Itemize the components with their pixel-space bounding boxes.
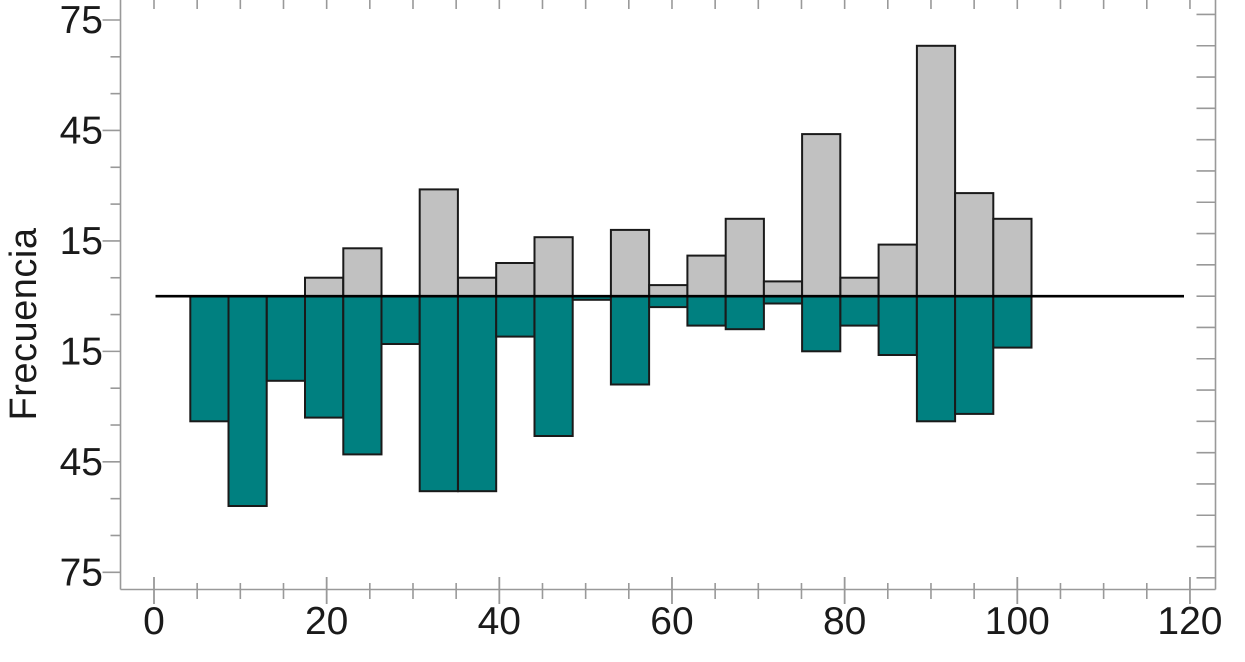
y-tick-label: 15 xyxy=(60,220,103,263)
x-tick-label: 80 xyxy=(823,600,866,643)
upper-bar-15 xyxy=(762,280,804,298)
upper-bar-16 xyxy=(801,133,842,298)
y-tick-label: 45 xyxy=(60,441,103,484)
x-tick-label: 120 xyxy=(1157,600,1222,643)
y-axis-title: Frecuencia xyxy=(3,227,45,421)
lower-bar-21 xyxy=(992,295,1033,349)
upper-bar-11 xyxy=(609,228,651,298)
lower-bar-18 xyxy=(877,295,918,357)
x-tick-label: 100 xyxy=(985,600,1050,643)
lower-bar-16 xyxy=(801,295,842,353)
lower-bar-7 xyxy=(457,295,498,493)
upper-bar-13 xyxy=(686,254,727,298)
lower-bar-2 xyxy=(265,295,306,382)
upper-bar-4 xyxy=(342,247,383,298)
lower-bar-4 xyxy=(342,295,383,456)
upper-bar-12 xyxy=(648,284,689,298)
x-tick-label: 0 xyxy=(143,600,165,643)
lower-bar-1 xyxy=(227,295,268,507)
upper-bar-6 xyxy=(418,188,459,298)
x-tick-label: 40 xyxy=(478,600,521,643)
upper-bar-19 xyxy=(915,44,957,298)
lower-bar-11 xyxy=(609,295,651,386)
upper-bar-7 xyxy=(457,276,498,298)
lower-bar-17 xyxy=(839,295,880,327)
lower-bar-12 xyxy=(648,295,689,309)
lower-bar-3 xyxy=(304,295,345,419)
x-tick-label: 20 xyxy=(305,600,348,643)
lower-bar-6 xyxy=(418,295,459,493)
upper-bar-9 xyxy=(533,236,574,298)
lower-bar-9 xyxy=(533,295,574,437)
upper-bar-18 xyxy=(877,243,918,298)
upper-bar-3 xyxy=(304,276,345,298)
upper-bar-8 xyxy=(495,262,536,298)
y-tick-label: 45 xyxy=(60,109,103,152)
lower-bar-8 xyxy=(495,295,536,338)
y-tick-label: 15 xyxy=(60,330,103,373)
y-tick-label: 75 xyxy=(60,0,103,42)
upper-bar-21 xyxy=(992,217,1033,298)
lower-bar-20 xyxy=(954,295,995,415)
x-tick-label: 60 xyxy=(650,600,693,643)
lower-bar-14 xyxy=(724,295,765,331)
lower-bar-5 xyxy=(380,295,421,346)
lower-bar-0 xyxy=(189,295,230,423)
lower-bar-19 xyxy=(915,295,957,423)
upper-bar-20 xyxy=(954,192,995,298)
upper-bar-17 xyxy=(839,276,880,298)
upper-bar-14 xyxy=(724,217,765,298)
y-tick-label: 75 xyxy=(60,551,103,594)
lower-bar-13 xyxy=(686,295,727,327)
